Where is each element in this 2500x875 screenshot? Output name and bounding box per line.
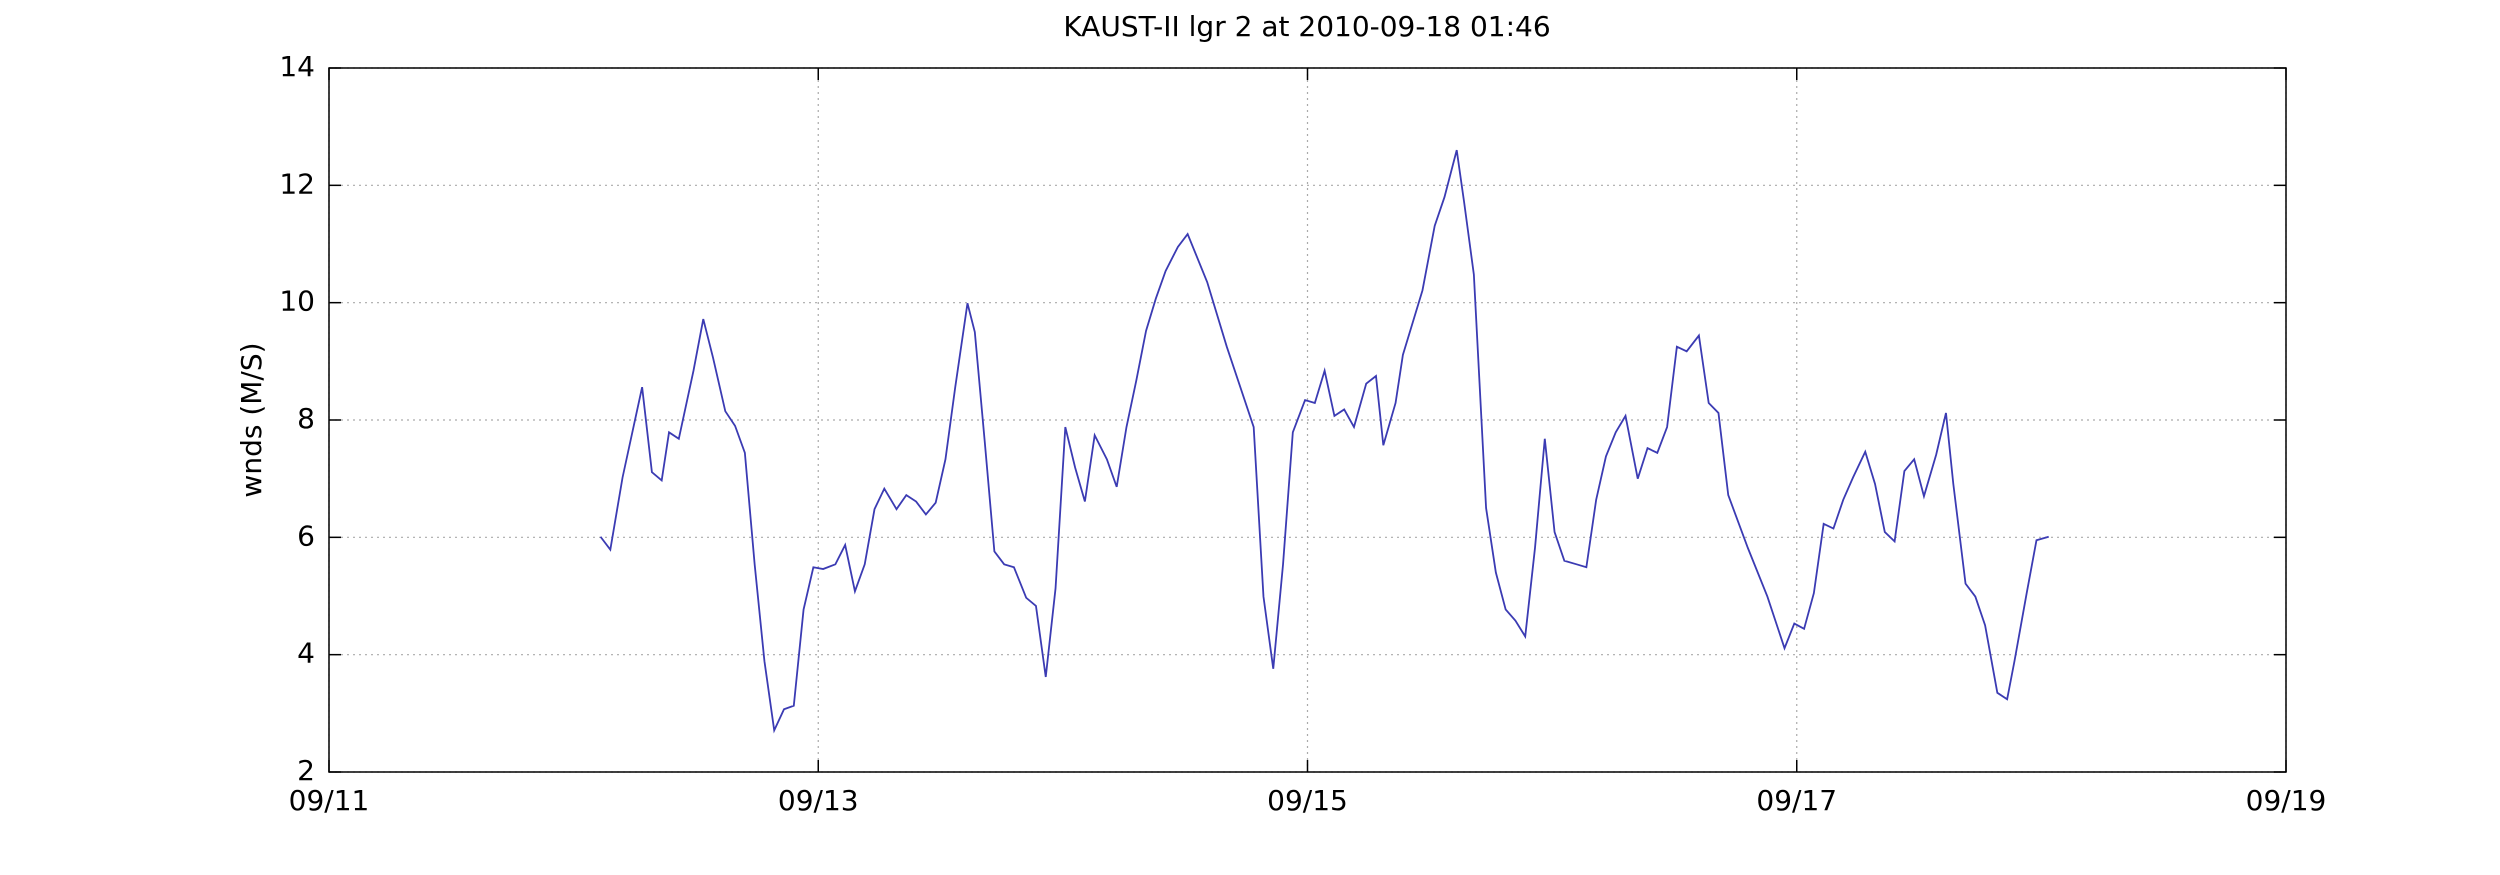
- x-tick-label: 09/15: [1267, 784, 1348, 817]
- x-tick-label: 09/17: [1756, 784, 1837, 817]
- y-tick-label: 10: [279, 285, 315, 318]
- data-line: [599, 149, 2049, 734]
- y-tick-label: 2: [297, 754, 315, 787]
- y-tick-label: 14: [279, 50, 315, 83]
- x-tick-label: 09/19: [2246, 784, 2327, 817]
- plot-frame: [328, 67, 2287, 773]
- x-tick-label: 09/13: [778, 784, 859, 817]
- y-tick-label: 4: [297, 637, 315, 670]
- y-tick-label: 8: [297, 402, 315, 435]
- chart-title: KAUST-II lgr 2 at 2010-09-18 01:46: [1063, 10, 1550, 43]
- x-tick-label: 09/11: [289, 784, 370, 817]
- y-tick-label: 12: [279, 167, 315, 200]
- y-axis-label: wnds (M/S): [235, 342, 268, 497]
- y-tick-label: 6: [297, 519, 315, 552]
